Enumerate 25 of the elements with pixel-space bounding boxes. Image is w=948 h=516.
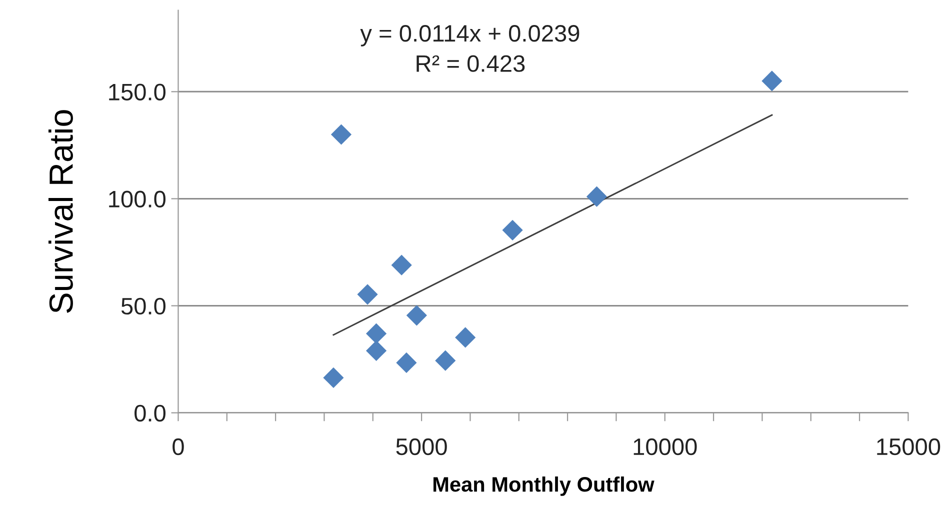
point xyxy=(502,220,523,240)
y-tick-label: 100.0 xyxy=(109,190,166,208)
point xyxy=(323,367,344,388)
y-tick-label: 150.0 xyxy=(109,84,166,100)
y-tick-label: 50.0 xyxy=(121,298,166,315)
annotation: R² = 0.423 xyxy=(416,55,525,72)
point xyxy=(435,350,456,371)
x-tick-label: 0 xyxy=(172,438,184,456)
point xyxy=(330,124,352,145)
point xyxy=(586,186,608,207)
x-tick-label: 10000 xyxy=(634,438,697,456)
x-axis-title: Mean Monthly Outflow xyxy=(434,476,654,496)
point xyxy=(366,323,387,344)
y-axis-title: Survival Ratio xyxy=(48,110,73,313)
point xyxy=(406,305,427,326)
point xyxy=(391,254,412,276)
point xyxy=(455,327,476,348)
x-tick-label: 15000 xyxy=(877,438,940,456)
point xyxy=(396,352,417,374)
point xyxy=(366,340,387,362)
point xyxy=(357,284,378,305)
x-tick-label: 5000 xyxy=(396,438,447,456)
annotation: y = 0.0114x + 0.0239 xyxy=(360,25,580,46)
y-tick-label: 0.0 xyxy=(134,404,166,422)
point xyxy=(762,70,782,92)
